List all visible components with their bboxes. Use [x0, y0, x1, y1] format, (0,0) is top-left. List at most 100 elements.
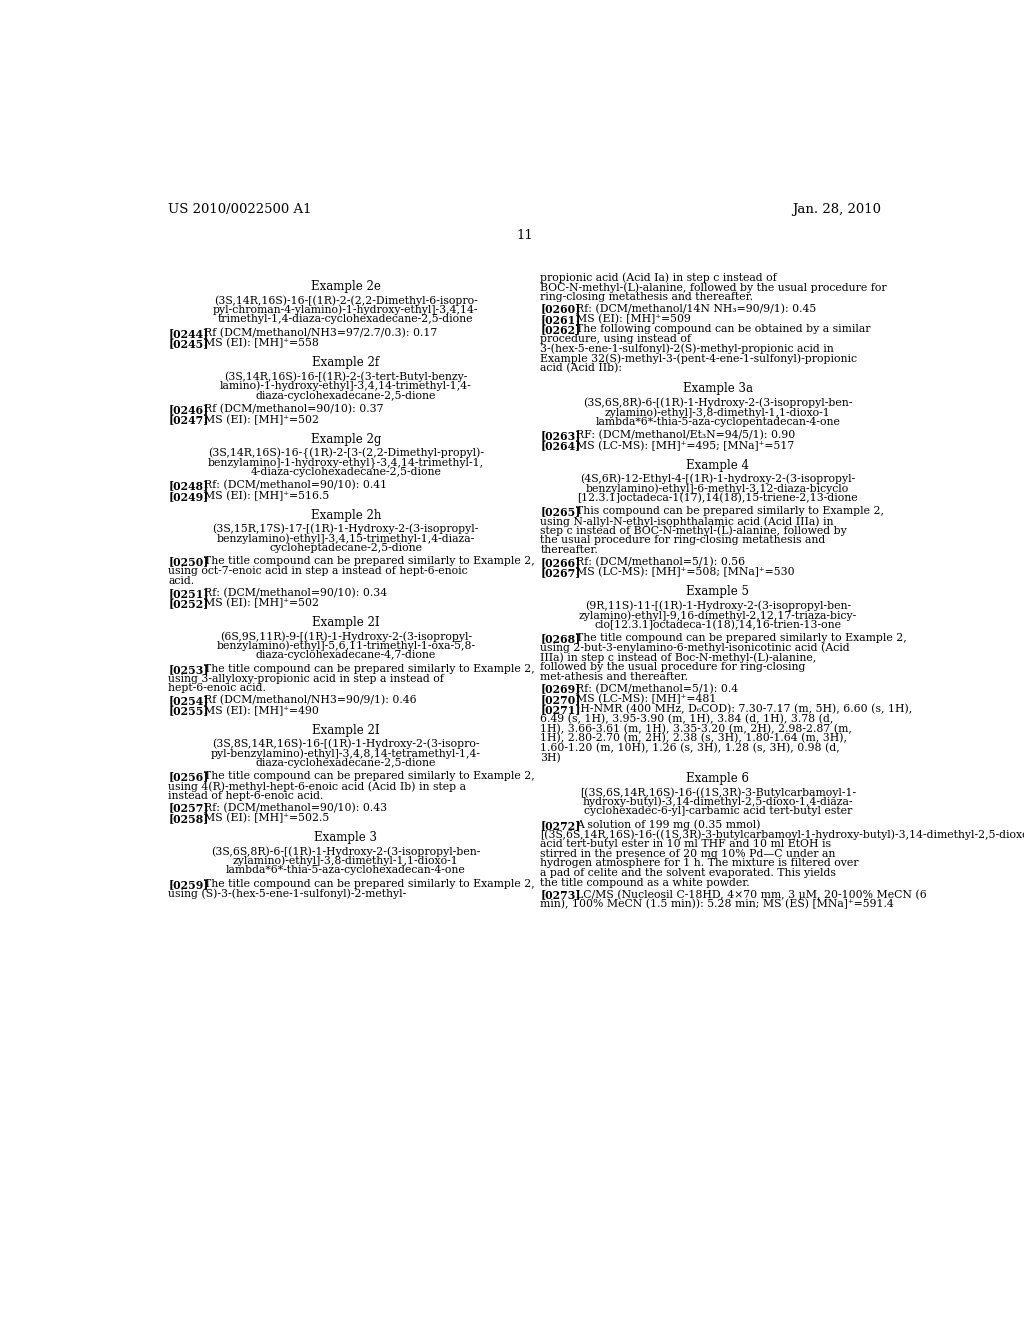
- Text: benzylamino)-ethyl]-3,4,15-trimethyl-1,4-diaza-: benzylamino)-ethyl]-3,4,15-trimethyl-1,4…: [217, 533, 475, 544]
- Text: [0255]: [0255]: [168, 705, 209, 717]
- Text: hydroxy-butyl)-3,14-dimethyl-2,5-dioxo-1,4-diaza-: hydroxy-butyl)-3,14-dimethyl-2,5-dioxo-1…: [583, 797, 853, 808]
- Text: Jan. 28, 2010: Jan. 28, 2010: [793, 203, 882, 216]
- Text: Rf: (DCM/methanol/14N NH₃=90/9/1): 0.45: Rf: (DCM/methanol/14N NH₃=90/9/1): 0.45: [575, 304, 816, 314]
- Text: cycloheptadecane-2,5-dione: cycloheptadecane-2,5-dione: [269, 543, 422, 553]
- Text: diaza-cyclohexadecane-2,5-dione: diaza-cyclohexadecane-2,5-dione: [256, 391, 436, 400]
- Text: zylamino)-ethyl]-3,8-dimethyl-1,1-dioxo-1: zylamino)-ethyl]-3,8-dimethyl-1,1-dioxo-…: [232, 855, 459, 866]
- Text: diaza-cyclohexadecane-4,7-dione: diaza-cyclohexadecane-4,7-dione: [256, 651, 436, 660]
- Text: Rf (DCM/methanol=90/10): 0.37: Rf (DCM/methanol=90/10): 0.37: [204, 404, 383, 414]
- Text: [12.3.1]octadeca-1(17),14(18),15-triene-2,13-dione: [12.3.1]octadeca-1(17),14(18),15-triene-…: [578, 492, 858, 503]
- Text: [0252]: [0252]: [168, 598, 209, 609]
- Text: instead of hept-6-enoic acid.: instead of hept-6-enoic acid.: [168, 791, 324, 800]
- Text: ¹H-NMR (400 MHz, D₆COD): 7.30-7.17 (m, 5H), 6.60 (s, 1H),: ¹H-NMR (400 MHz, D₆COD): 7.30-7.17 (m, 5…: [575, 705, 912, 714]
- Text: MS (LC-MS): [MH]⁺=508; [MNa]⁺=530: MS (LC-MS): [MH]⁺=508; [MNa]⁺=530: [575, 568, 795, 578]
- Text: (3S,15R,17S)-17-[(1R)-1-Hydroxy-2-(3-isopropyl-: (3S,15R,17S)-17-[(1R)-1-Hydroxy-2-(3-iso…: [213, 524, 479, 535]
- Text: 4-diaza-cyclohexadecane-2,5-dione: 4-diaza-cyclohexadecane-2,5-dione: [250, 467, 441, 477]
- Text: US 2010/0022500 A1: US 2010/0022500 A1: [168, 203, 311, 216]
- Text: ring-closing metathesis and thereafter.: ring-closing metathesis and thereafter.: [541, 292, 754, 301]
- Text: Rf: (DCM/methanol=90/10): 0.43: Rf: (DCM/methanol=90/10): 0.43: [204, 803, 387, 813]
- Text: using (S)-3-(hex-5-ene-1-sulfonyl)-2-methyl-: using (S)-3-(hex-5-ene-1-sulfonyl)-2-met…: [168, 888, 407, 899]
- Text: (9R,11S)-11-[(1R)-1-Hydroxy-2-(3-isopropyl-ben-: (9R,11S)-11-[(1R)-1-Hydroxy-2-(3-isoprop…: [585, 601, 851, 611]
- Text: [(3S,6S,14R,16S)-16-((1S,3R)-3-butylcarbamoyl-1-hydroxy-butyl)-3,14-dimethyl-2,5: [(3S,6S,14R,16S)-16-((1S,3R)-3-butylcarb…: [541, 829, 1024, 840]
- Text: [0263]: [0263]: [541, 430, 581, 441]
- Text: [0269]: [0269]: [541, 684, 581, 694]
- Text: (3S,14R,16S)-16-[(1R)-2-(2,2-Dimethyl-6-isopro-: (3S,14R,16S)-16-[(1R)-2-(2,2-Dimethyl-6-…: [214, 296, 477, 306]
- Text: 3-(hex-5-ene-1-sulfonyl)-2(S)-methyl-propionic acid in: 3-(hex-5-ene-1-sulfonyl)-2(S)-methyl-pro…: [541, 343, 835, 354]
- Text: Example 3a: Example 3a: [683, 383, 753, 396]
- Text: Example 4: Example 4: [686, 459, 750, 471]
- Text: step c instead of BOC-N-methyl-(L)-alanine, followed by: step c instead of BOC-N-methyl-(L)-alani…: [541, 525, 847, 536]
- Text: stirred in the presence of 20 mg 10% Pd—C under an: stirred in the presence of 20 mg 10% Pd—…: [541, 849, 836, 859]
- Text: 1H), 3.66-3.61 (m, 1H), 3.35-3.20 (m, 2H), 2.98-2.87 (m,: 1H), 3.66-3.61 (m, 1H), 3.35-3.20 (m, 2H…: [541, 723, 852, 734]
- Text: [0259]: [0259]: [168, 879, 209, 890]
- Text: using oct-7-enoic acid in step a instead of hept-6-enoic: using oct-7-enoic acid in step a instead…: [168, 566, 468, 576]
- Text: [0273]: [0273]: [541, 890, 581, 900]
- Text: [0264]: [0264]: [541, 441, 581, 451]
- Text: 1.60-1.20 (m, 10H), 1.26 (s, 3H), 1.28 (s, 3H), 0.98 (d,: 1.60-1.20 (m, 10H), 1.26 (s, 3H), 1.28 (…: [541, 743, 840, 754]
- Text: (3S,14R,16S)-16-{(1R)-2-[3-(2,2-Dimethyl-propyl)-: (3S,14R,16S)-16-{(1R)-2-[3-(2,2-Dimethyl…: [208, 447, 483, 459]
- Text: MS (LC-MS): [MH]⁺=481: MS (LC-MS): [MH]⁺=481: [575, 694, 717, 705]
- Text: using N-allyl-N-ethyl-isophthalamic acid (Acid IIIa) in: using N-allyl-N-ethyl-isophthalamic acid…: [541, 516, 834, 527]
- Text: benzylamino)-ethyl]-6-methyl-3,12-diaza-bicyclo: benzylamino)-ethyl]-6-methyl-3,12-diaza-…: [586, 483, 849, 494]
- Text: [0248]: [0248]: [168, 480, 209, 491]
- Text: [0270]: [0270]: [541, 694, 581, 705]
- Text: clo[12.3.1]octadeca-1(18),14,16-trien-13-one: clo[12.3.1]octadeca-1(18),14,16-trien-13…: [594, 619, 842, 630]
- Text: the usual procedure for ring-closing metathesis and: the usual procedure for ring-closing met…: [541, 536, 825, 545]
- Text: This compound can be prepared similarly to Example 2,: This compound can be prepared similarly …: [575, 507, 884, 516]
- Text: benzylamino)-ethyl]-5,6,11-trimethyl-1-oxa-5,8-: benzylamino)-ethyl]-5,6,11-trimethyl-1-o…: [216, 640, 475, 651]
- Text: Example 2h: Example 2h: [310, 508, 381, 521]
- Text: LC/MS (Nucleosil C-18HD, 4×70 mm, 3 μM, 20-100% MeCN (6: LC/MS (Nucleosil C-18HD, 4×70 mm, 3 μM, …: [575, 890, 927, 900]
- Text: [0253]: [0253]: [168, 664, 209, 675]
- Text: (3S,6S,8R)-6-[(1R)-1-Hydroxy-2-(3-isopropyl-ben-: (3S,6S,8R)-6-[(1R)-1-Hydroxy-2-(3-isopro…: [583, 397, 852, 408]
- Text: [0271]: [0271]: [541, 705, 581, 715]
- Text: benzylamino]-1-hydroxy-ethyl}-3,4,14-trimethyl-1,: benzylamino]-1-hydroxy-ethyl}-3,4,14-tri…: [208, 457, 483, 469]
- Text: MS (EI): [MH]⁺=502.5: MS (EI): [MH]⁺=502.5: [204, 813, 329, 824]
- Text: propionic acid (Acid Ia) in step c instead of: propionic acid (Acid Ia) in step c inste…: [541, 272, 777, 282]
- Text: hept-6-enoic acid.: hept-6-enoic acid.: [168, 684, 266, 693]
- Text: MS (EI): [MH]⁺=516.5: MS (EI): [MH]⁺=516.5: [204, 491, 329, 502]
- Text: met-athesis and thereafter.: met-athesis and thereafter.: [541, 672, 688, 681]
- Text: [0261]: [0261]: [541, 314, 581, 325]
- Text: [0249]: [0249]: [168, 491, 209, 502]
- Text: pyl-benzylamino)-ethyl]-3,4,8,14-tetramethyl-1,4-: pyl-benzylamino)-ethyl]-3,4,8,14-tetrame…: [211, 748, 481, 759]
- Text: zylamino)-ethyl]-3,8-dimethyl-1,1-dioxo-1: zylamino)-ethyl]-3,8-dimethyl-1,1-dioxo-…: [605, 407, 830, 417]
- Text: using 4(R)-methyl-hept-6-enoic acid (Acid Ib) in step a: using 4(R)-methyl-hept-6-enoic acid (Aci…: [168, 781, 466, 792]
- Text: [0245]: [0245]: [168, 338, 209, 350]
- Text: [0260]: [0260]: [541, 304, 581, 314]
- Text: Rf: (DCM/methanol=5/1): 0.56: Rf: (DCM/methanol=5/1): 0.56: [575, 557, 745, 568]
- Text: lambda*6*-thia-5-aza-cyclopentadecan-4-one: lambda*6*-thia-5-aza-cyclopentadecan-4-o…: [595, 417, 841, 426]
- Text: the title compound as a white powder.: the title compound as a white powder.: [541, 878, 750, 887]
- Text: MS (EI): [MH]⁺=502: MS (EI): [MH]⁺=502: [204, 414, 318, 425]
- Text: [0244]: [0244]: [168, 327, 209, 339]
- Text: thereafter.: thereafter.: [541, 545, 598, 554]
- Text: [0250]: [0250]: [168, 557, 209, 568]
- Text: [0267]: [0267]: [541, 568, 581, 578]
- Text: The title compound can be prepared similarly to Example 2,: The title compound can be prepared simil…: [575, 634, 906, 643]
- Text: Rf (DCM/methanol/NH3=97/2.7/0.3): 0.17: Rf (DCM/methanol/NH3=97/2.7/0.3): 0.17: [204, 327, 437, 338]
- Text: lamino)-1-hydroxy-ethyl]-3,4,14-trimethyl-1,4-: lamino)-1-hydroxy-ethyl]-3,4,14-trimethy…: [220, 381, 472, 392]
- Text: Example 2f: Example 2f: [312, 356, 379, 370]
- Text: acid.: acid.: [168, 576, 195, 586]
- Text: [0262]: [0262]: [541, 325, 581, 335]
- Text: The title compound can be prepared similarly to Example 2,: The title compound can be prepared simil…: [204, 557, 535, 566]
- Text: [0246]: [0246]: [168, 404, 209, 414]
- Text: BOC-N-methyl-(L)-alanine, followed by the usual procedure for: BOC-N-methyl-(L)-alanine, followed by th…: [541, 282, 887, 293]
- Text: Example 32(S)-methyl-3-(pent-4-ene-1-sulfonyl)-propionic: Example 32(S)-methyl-3-(pent-4-ene-1-sul…: [541, 354, 857, 364]
- Text: [0258]: [0258]: [168, 813, 209, 824]
- Text: Rf: (DCM/methanol=90/10): 0.41: Rf: (DCM/methanol=90/10): 0.41: [204, 480, 387, 491]
- Text: MS (EI): [MH]⁺=490: MS (EI): [MH]⁺=490: [204, 705, 318, 715]
- Text: [0257]: [0257]: [168, 803, 209, 813]
- Text: acid (Acid IIb):: acid (Acid IIb):: [541, 363, 623, 374]
- Text: procedure, using instead of: procedure, using instead of: [541, 334, 691, 345]
- Text: [0256]: [0256]: [168, 771, 209, 783]
- Text: Example 2I: Example 2I: [312, 616, 380, 630]
- Text: hydrogen atmosphere for 1 h. The mixture is filtered over: hydrogen atmosphere for 1 h. The mixture…: [541, 858, 859, 869]
- Text: 3H): 3H): [541, 752, 561, 763]
- Text: a pad of celite and the solvent evaporated. This yields: a pad of celite and the solvent evaporat…: [541, 869, 837, 878]
- Text: (6S,9S,11R)-9-[(1R)-1-Hydroxy-2-(3-isopropyl-: (6S,9S,11R)-9-[(1R)-1-Hydroxy-2-(3-isopr…: [220, 631, 472, 642]
- Text: The following compound can be obtained by a similar: The following compound can be obtained b…: [575, 325, 870, 334]
- Text: zylamino)-ethyl]-9,16-dimethyl-2,12,17-triaza-bicy-: zylamino)-ethyl]-9,16-dimethyl-2,12,17-t…: [579, 610, 857, 620]
- Text: The title compound can be prepared similarly to Example 2,: The title compound can be prepared simil…: [204, 879, 535, 888]
- Text: MS (EI): [MH]⁺=509: MS (EI): [MH]⁺=509: [575, 314, 691, 325]
- Text: MS (LC-MS): [MH]⁺=495; [MNa]⁺=517: MS (LC-MS): [MH]⁺=495; [MNa]⁺=517: [575, 441, 795, 451]
